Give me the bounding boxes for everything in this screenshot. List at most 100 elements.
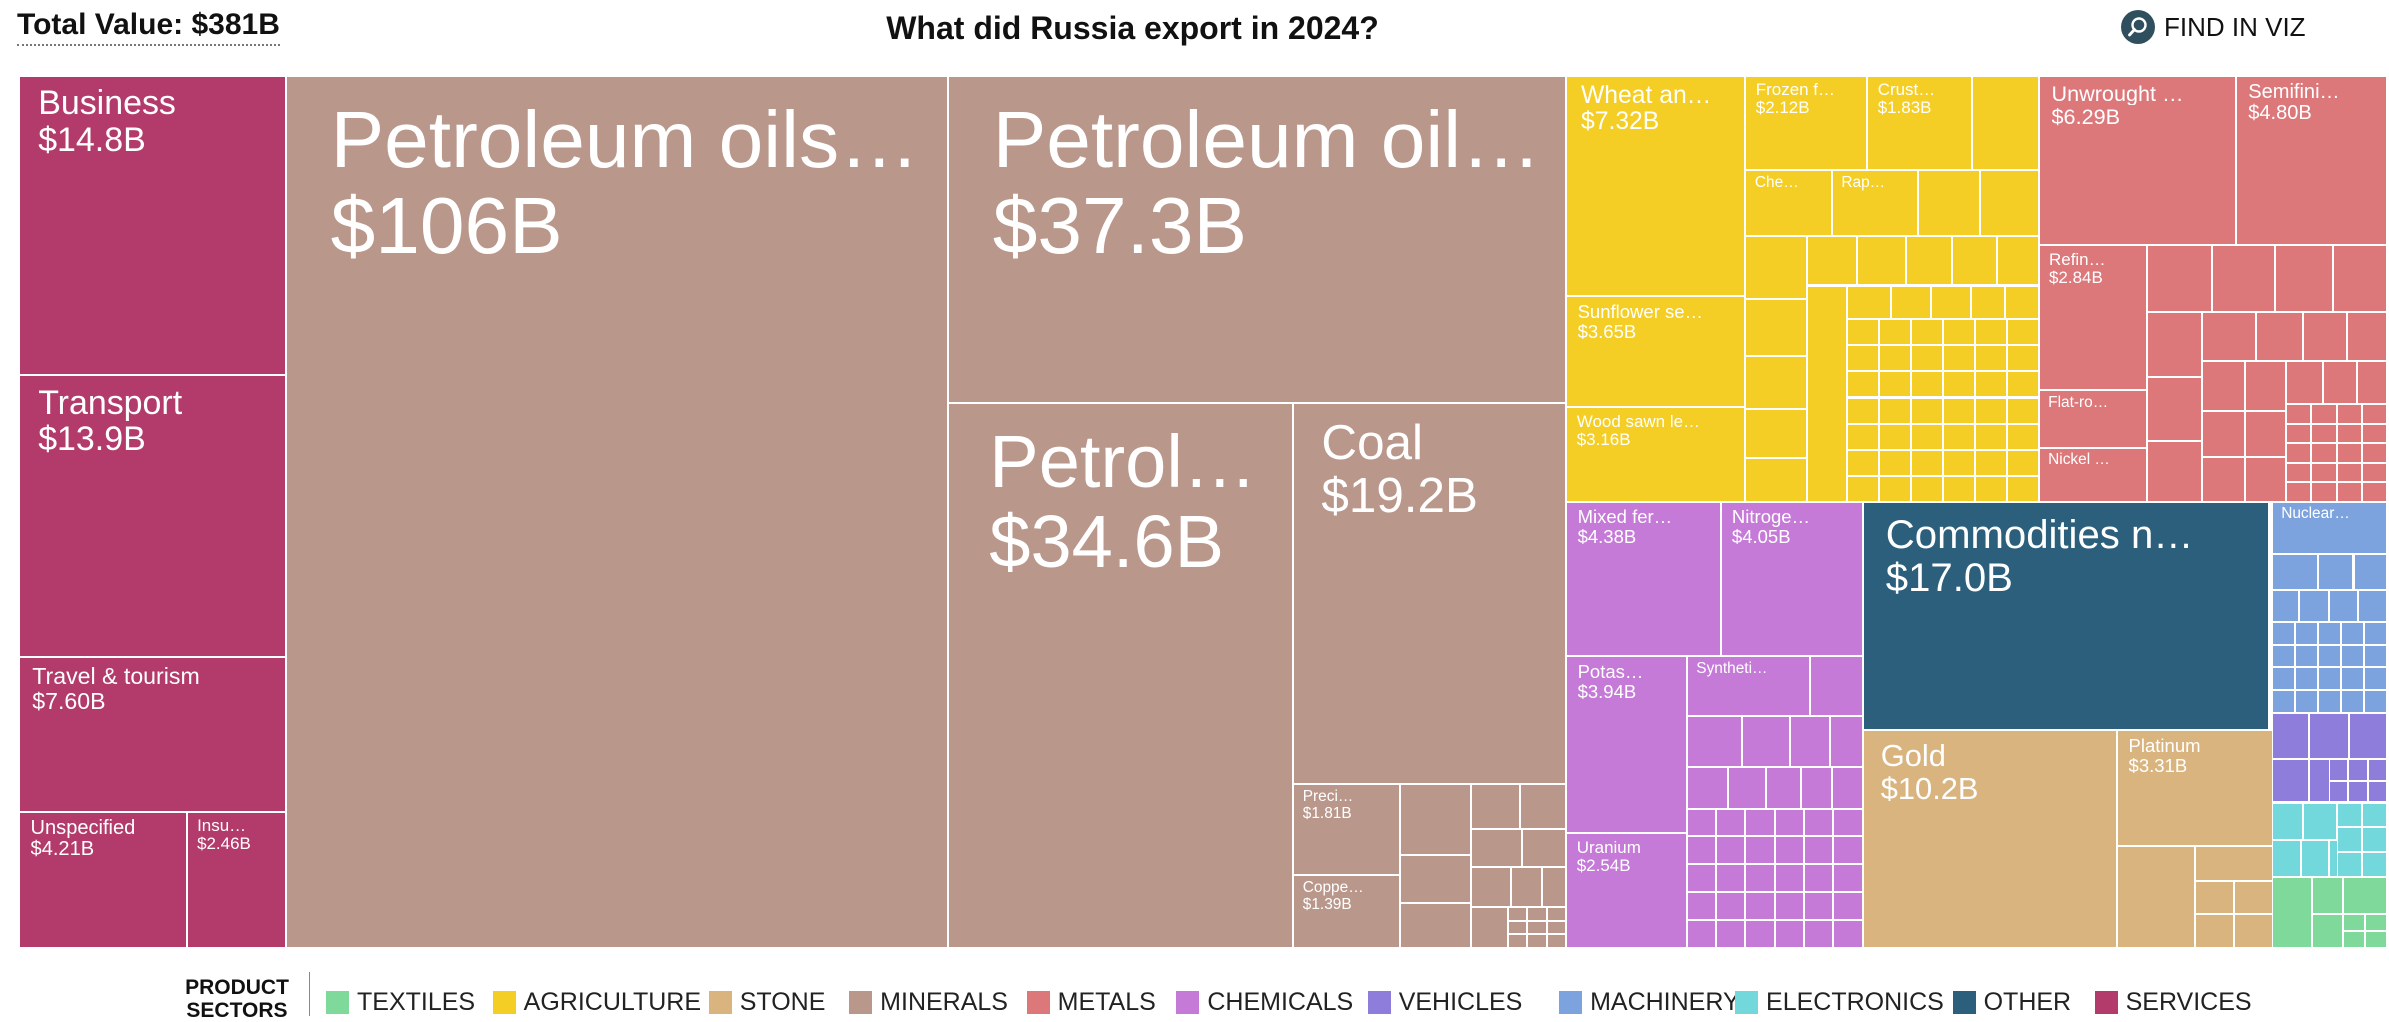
product-tile-chemicals[interactable] — [1686, 864, 1717, 892]
product-tile-metals[interactable] — [2146, 441, 2203, 502]
product-tile-agriculture[interactable] — [2006, 449, 2039, 476]
product-tile-semifini[interactable]: Semifini… $4.80B — [2236, 75, 2388, 246]
product-tile-agriculture[interactable] — [1856, 236, 1906, 286]
product-tile-metals[interactable] — [2211, 245, 2275, 312]
product-tile-refin[interactable]: Refin… $2.84B — [2038, 245, 2147, 391]
product-tile-agriculture[interactable] — [1847, 319, 1880, 346]
product-tile-stone[interactable] — [2194, 914, 2234, 948]
product-tile-electronics[interactable] — [2361, 802, 2388, 828]
product-tile-metals[interactable] — [2146, 245, 2212, 312]
product-tile-agriculture[interactable] — [1745, 356, 1808, 409]
product-tile-electronics[interactable] — [2361, 827, 2388, 852]
product-tile-frozen-f[interactable]: Frozen f… $2.12B — [1745, 75, 1868, 170]
product-tile-agriculture[interactable] — [1974, 475, 2007, 502]
product-tile-textiles[interactable] — [2311, 876, 2343, 914]
product-tile-wood-sawn-le[interactable]: Wood sawn le… $3.16B — [1566, 407, 1746, 502]
product-tile-chemicals[interactable] — [1686, 716, 1743, 767]
product-tile-coal[interactable]: Coal $19.2B — [1293, 402, 1567, 784]
product-tile-agriculture[interactable] — [2006, 371, 2039, 398]
product-tile-agriculture[interactable] — [2006, 319, 2039, 346]
product-tile-metals[interactable] — [2285, 443, 2312, 463]
product-tile-gold[interactable]: Gold $10.2B — [1862, 729, 2118, 948]
product-tile-unspecified[interactable]: Unspecified $4.21B — [18, 811, 187, 948]
product-tile-agriculture[interactable] — [1942, 345, 1975, 372]
product-tile-chemicals[interactable] — [1833, 892, 1863, 920]
product-tile-agriculture[interactable] — [1930, 285, 1971, 320]
product-tile-machinery[interactable] — [2364, 667, 2388, 691]
product-tile-minerals[interactable] — [1470, 783, 1521, 829]
product-tile-potas[interactable]: Potas… $3.94B — [1566, 655, 1687, 834]
product-tile-chemicals[interactable] — [1774, 892, 1805, 920]
product-tile-chemicals[interactable] — [1810, 655, 1863, 717]
product-tile-machinery[interactable] — [2318, 621, 2342, 645]
product-tile-agriculture[interactable] — [1980, 169, 2039, 237]
product-tile-chemicals[interactable] — [1745, 836, 1775, 865]
product-tile-machinery[interactable] — [2299, 589, 2329, 622]
product-tile-agriculture[interactable] — [1745, 458, 1808, 502]
product-tile-nickel[interactable]: Nickel … — [2038, 447, 2147, 502]
product-tile-minerals[interactable] — [1470, 907, 1508, 948]
product-tile-agriculture[interactable] — [1974, 397, 2007, 424]
product-tile-metals[interactable] — [2322, 361, 2357, 405]
product-tile-machinery[interactable] — [2294, 667, 2318, 691]
product-tile-electronics[interactable] — [2301, 839, 2329, 877]
product-tile-chemicals[interactable] — [1686, 919, 1717, 948]
product-tile-metals[interactable] — [2336, 462, 2362, 483]
product-tile-chemicals[interactable] — [1742, 716, 1791, 767]
product-tile-chemicals[interactable] — [1833, 836, 1863, 865]
product-tile-agriculture[interactable] — [1847, 285, 1891, 320]
product-tile-chemicals[interactable] — [1686, 892, 1717, 920]
product-tile-textiles[interactable] — [2365, 913, 2388, 931]
product-tile-agriculture[interactable] — [1918, 169, 1981, 237]
product-tile-uranium[interactable]: Uranium $2.54B — [1566, 833, 1687, 948]
product-tile-machinery[interactable] — [2341, 621, 2365, 645]
product-tile-machinery[interactable] — [2353, 554, 2388, 590]
product-tile-machinery[interactable] — [2271, 554, 2318, 590]
product-tile-metals[interactable] — [2202, 361, 2246, 411]
product-tile-metals[interactable] — [2311, 423, 2337, 444]
product-tile-agriculture[interactable] — [1847, 475, 1880, 502]
legend-item-agriculture[interactable]: AGRICULTURE — [492, 988, 701, 1017]
product-tile-agriculture[interactable] — [1911, 449, 1943, 476]
legend-item-chemicals[interactable]: CHEMICALS — [1176, 988, 1353, 1017]
product-tile-stone[interactable] — [2233, 881, 2274, 915]
product-tile-agriculture[interactable] — [1879, 371, 1912, 398]
product-tile-crust[interactable]: Crust… $1.83B — [1867, 75, 1973, 170]
product-tile-machinery[interactable] — [2318, 554, 2354, 590]
product-tile-machinery[interactable] — [2294, 644, 2318, 668]
product-tile-electronics[interactable] — [2361, 851, 2388, 877]
product-tile-preci[interactable]: Preci… $1.81B — [1293, 783, 1400, 876]
product-tile-machinery[interactable] — [2364, 644, 2388, 668]
product-tile-sunflower-se[interactable]: Sunflower se… $3.65B — [1566, 296, 1746, 408]
product-tile-agriculture[interactable] — [1970, 285, 2005, 320]
product-tile-machinery[interactable] — [2318, 644, 2342, 668]
product-tile-vehicles[interactable] — [2348, 759, 2368, 781]
product-tile-machinery[interactable] — [2318, 667, 2342, 691]
product-tile-agriculture[interactable] — [1974, 423, 2007, 450]
product-tile-minerals[interactable] — [1507, 907, 1528, 921]
product-tile-agriculture[interactable] — [1942, 449, 1975, 476]
product-tile-minerals[interactable] — [1470, 828, 1522, 868]
product-tile-electronics[interactable] — [2271, 802, 2303, 840]
product-tile-chemicals[interactable] — [1801, 767, 1832, 809]
product-tile-agriculture[interactable] — [1942, 423, 1975, 450]
product-tile-textiles[interactable] — [2311, 913, 2343, 948]
product-tile-agriculture[interactable] — [1972, 75, 2039, 170]
product-tile-chemicals[interactable] — [1745, 864, 1775, 892]
product-tile-minerals[interactable] — [1546, 920, 1567, 935]
product-tile-agriculture[interactable] — [1879, 345, 1912, 372]
product-tile-agriculture[interactable] — [1974, 449, 2007, 476]
product-tile-metals[interactable] — [2256, 311, 2303, 362]
product-tile-agriculture[interactable] — [1879, 423, 1912, 450]
product-tile-textiles[interactable] — [2342, 930, 2366, 948]
product-tile-agriculture[interactable] — [1911, 319, 1943, 346]
product-tile-machinery[interactable] — [2341, 667, 2365, 691]
legend-item-electronics[interactable]: ELECTRONICS — [1735, 988, 1944, 1017]
product-tile-petroleum-oils[interactable]: Petroleum oils… $106B — [285, 75, 948, 948]
product-tile-nuclear[interactable]: Nuclear… — [2271, 501, 2388, 555]
product-tile-machinery[interactable] — [2294, 690, 2318, 713]
product-tile-electronics[interactable] — [2302, 802, 2337, 840]
product-tile-minerals[interactable] — [1399, 902, 1471, 948]
product-tile-textiles[interactable] — [2342, 913, 2366, 931]
product-tile-agriculture[interactable] — [1890, 285, 1931, 320]
